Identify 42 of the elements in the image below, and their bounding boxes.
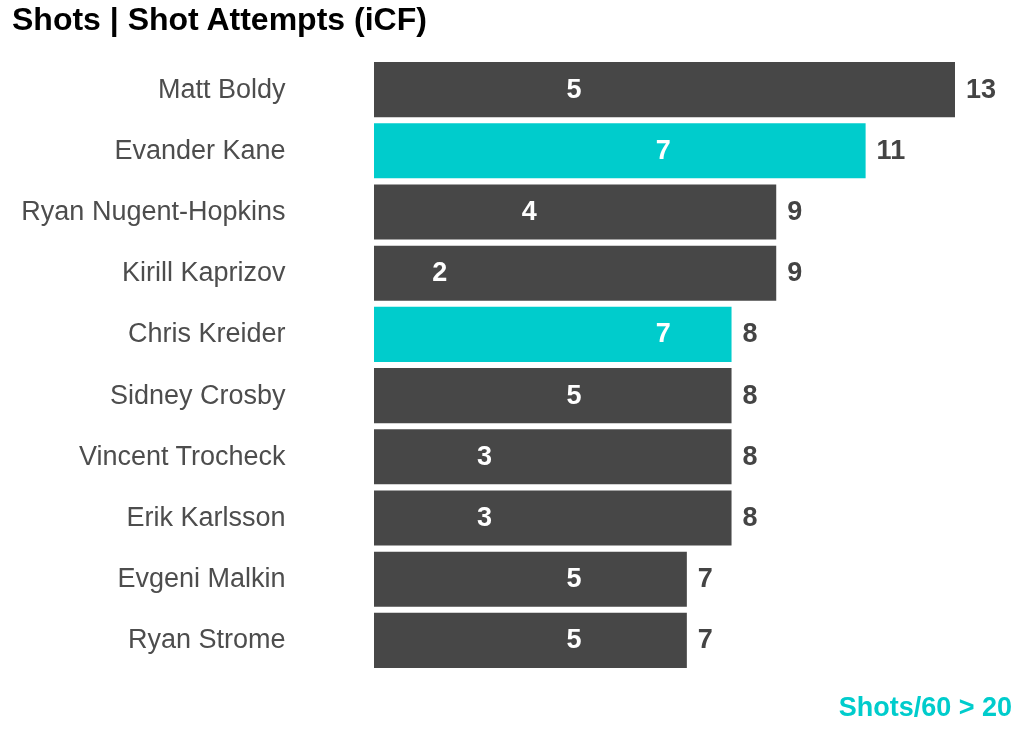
- data-label: 11: [876, 134, 906, 165]
- bar: [374, 62, 955, 118]
- annotation: 4: [521, 196, 537, 226]
- bar: [374, 551, 687, 607]
- annotation: 5: [566, 624, 582, 655]
- bar: [374, 612, 687, 668]
- data-label: 8: [742, 440, 758, 471]
- y-tick-label: Erik Karlsson: [126, 502, 286, 532]
- bar: [374, 245, 777, 301]
- text: Shots/60 > 20: [838, 692, 1012, 722]
- data-label: 7: [697, 624, 713, 655]
- annotation: 5: [566, 73, 582, 104]
- bar: [374, 306, 732, 362]
- data-label: 8: [742, 502, 758, 532]
- y-tick-label: Evgeni Malkin: [117, 563, 286, 594]
- data-label: 9: [787, 257, 803, 288]
- annotation: 5: [566, 563, 582, 594]
- y-tick-label: Chris Kreider: [127, 318, 286, 349]
- bar: [374, 184, 777, 240]
- annotation: 5: [566, 379, 582, 410]
- data-label: 13: [966, 73, 997, 104]
- y-tick-label: Sidney Crosby: [109, 379, 286, 410]
- y-tick-label: Kirill Kaprizov: [121, 257, 286, 288]
- bar: [374, 123, 866, 179]
- y-tick-label: Matt Boldy: [157, 73, 286, 104]
- y-tick-label: Ryan Strome: [127, 624, 286, 655]
- data-label: 9: [787, 196, 803, 226]
- annotation: 2: [432, 257, 448, 288]
- y-tick-label: Evander Kane: [114, 134, 286, 165]
- annotation: 3: [477, 502, 493, 532]
- chart-title: Shots | Shot Attempts (iCF): [12, 1, 427, 37]
- annotation: 7: [655, 134, 671, 165]
- data-label: 8: [742, 379, 758, 410]
- data-label: 8: [742, 318, 758, 349]
- y-tick-label: Vincent Trocheck: [78, 440, 286, 471]
- bar: [374, 368, 732, 424]
- bar: [374, 490, 732, 546]
- annotation: 3: [477, 440, 493, 471]
- annotation: 7: [655, 318, 671, 349]
- data-label: 7: [697, 563, 713, 594]
- bar: [374, 429, 732, 485]
- y-tick-label: Ryan Nugent-Hopkins: [21, 196, 286, 226]
